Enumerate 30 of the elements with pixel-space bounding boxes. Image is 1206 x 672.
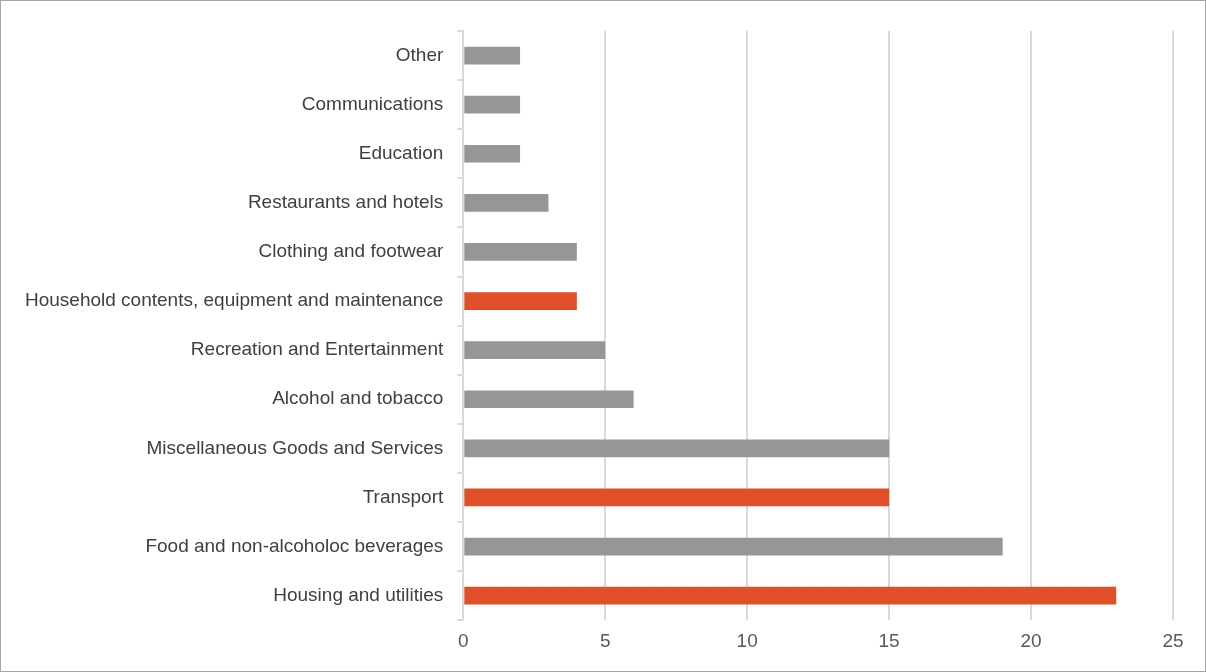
bar (464, 537, 1003, 556)
y-tick-label: Recreation and Entertainment (190, 338, 444, 360)
bar (464, 292, 577, 310)
y-tick-label: Household contents, equipment and maintenance (24, 289, 444, 311)
y-tick-label: Other (395, 43, 444, 65)
x-tick-label: 20 (1020, 629, 1042, 651)
y-tick-label: Alcohol and tobacco (272, 387, 444, 409)
y-tick-label: Food and non-alcoholoc beverages (145, 534, 444, 556)
bar (464, 341, 606, 359)
bar (464, 243, 577, 261)
bar (464, 144, 521, 163)
bar (464, 586, 1117, 605)
y-tick-label: Miscellaneous Goods and Services (146, 436, 444, 458)
x-tick-label: 10 (736, 629, 758, 651)
bar (464, 390, 634, 409)
y-tick-label: Clothing and footwear (258, 240, 444, 262)
bar (464, 46, 521, 65)
y-tick-label: Housing and utilities (273, 583, 444, 605)
x-tick-label: 0 (458, 629, 469, 651)
y-tick-label: Restaurants and hotels (247, 191, 444, 213)
y-tick-label: Communications (301, 92, 444, 114)
y-tick-label: Transport (362, 485, 444, 507)
x-tick-label: 25 (1162, 629, 1184, 651)
bar (464, 95, 521, 114)
x-tick-label: 5 (599, 629, 611, 651)
x-tick-label: 15 (878, 629, 900, 651)
bar (464, 488, 890, 507)
y-tick-label: Education (358, 141, 444, 163)
bar (464, 439, 890, 458)
bar (464, 194, 549, 212)
